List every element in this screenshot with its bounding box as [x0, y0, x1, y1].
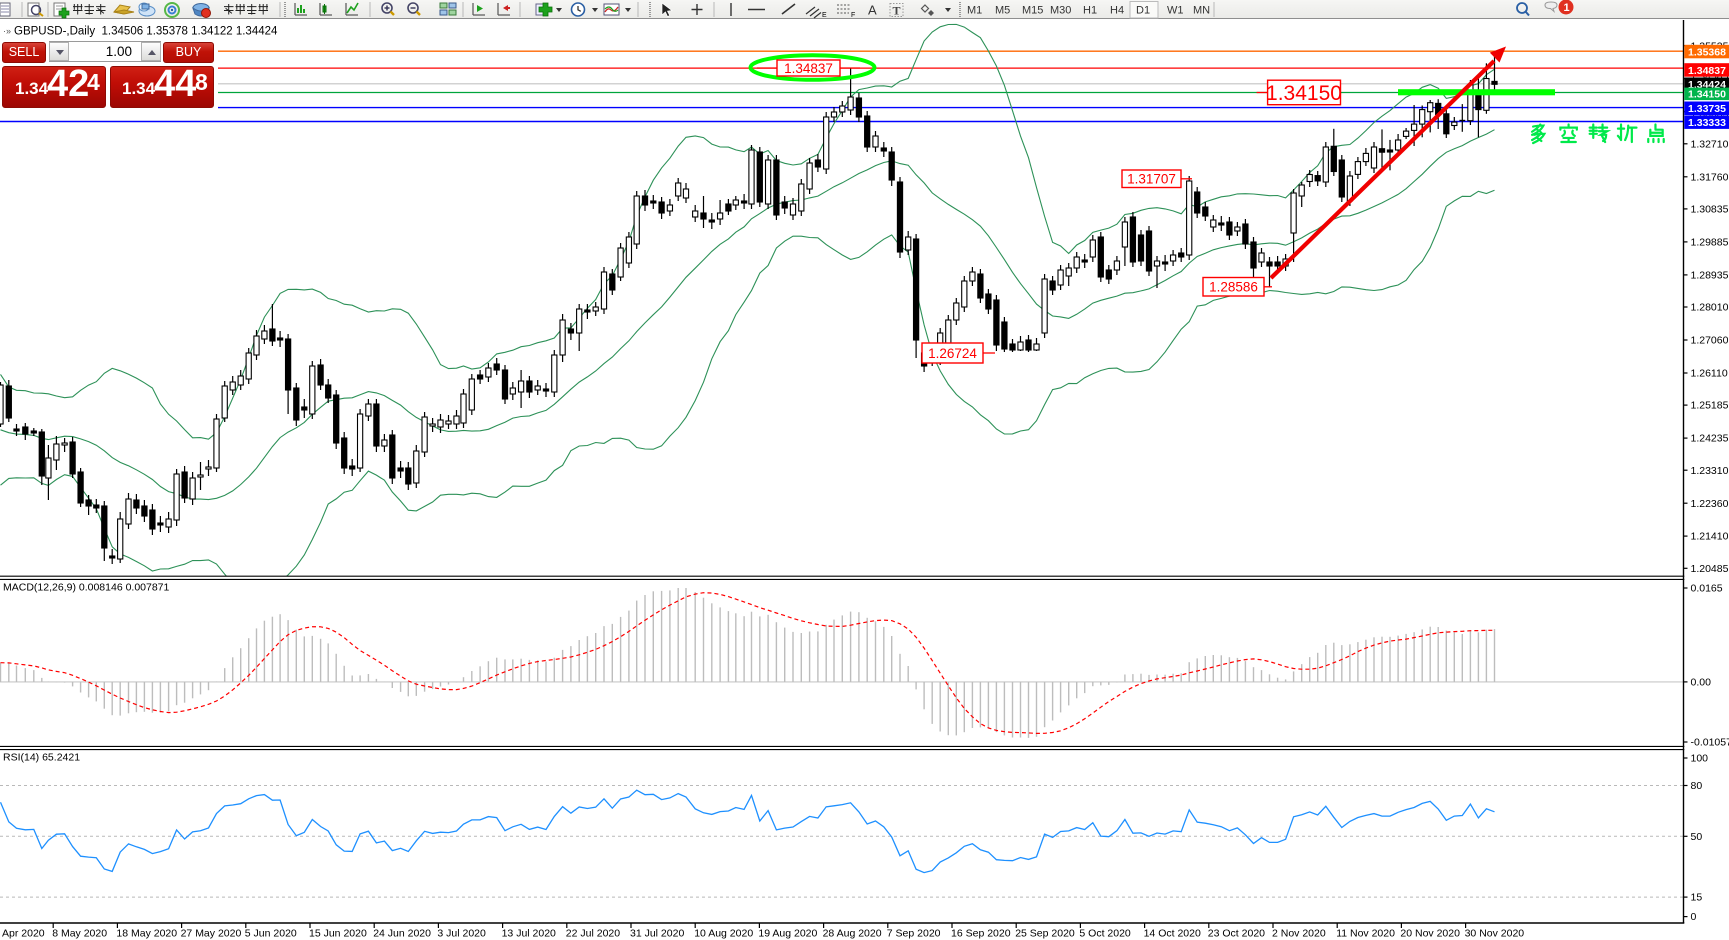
svg-text:1.34837: 1.34837 — [784, 61, 833, 76]
svg-text:8 May 2020: 8 May 2020 — [52, 928, 107, 940]
svg-text:1.34837: 1.34837 — [1688, 65, 1726, 77]
svg-text:2 Nov 2020: 2 Nov 2020 — [1272, 928, 1326, 940]
svg-text:1.23310: 1.23310 — [1691, 465, 1729, 477]
svg-text:27 May 2020: 27 May 2020 — [181, 928, 242, 940]
svg-text:1.30835: 1.30835 — [1691, 204, 1729, 216]
svg-text:100: 100 — [1691, 753, 1709, 765]
svg-text:1.26724: 1.26724 — [928, 346, 977, 361]
svg-text:5 Jun 2020: 5 Jun 2020 — [245, 928, 297, 940]
svg-text:1: 1 — [1564, 2, 1570, 14]
svg-text:16 Sep 2020: 16 Sep 2020 — [951, 928, 1011, 940]
svg-text:11 Nov 2020: 11 Nov 2020 — [1336, 928, 1395, 940]
svg-text:15: 15 — [1691, 892, 1703, 904]
svg-text:15 Jun 2020: 15 Jun 2020 — [309, 928, 367, 940]
svg-text:·»: ·» — [3, 26, 11, 36]
svg-text:1.35368: 1.35368 — [1688, 46, 1726, 58]
svg-text:1.20485: 1.20485 — [1691, 563, 1729, 575]
svg-text:1.31760: 1.31760 — [1691, 171, 1729, 183]
svg-text:1.29885: 1.29885 — [1691, 237, 1729, 249]
svg-text:30 Nov 2020: 30 Nov 2020 — [1465, 928, 1525, 940]
svg-text:M1: M1 — [967, 5, 982, 17]
svg-text:1.24235: 1.24235 — [1691, 433, 1729, 445]
svg-text:1.34150: 1.34150 — [1688, 89, 1726, 101]
svg-text:H1: H1 — [1083, 5, 1097, 17]
svg-text:22 Jul 2020: 22 Jul 2020 — [566, 928, 620, 940]
svg-text:0: 0 — [1691, 911, 1697, 923]
svg-text:H4: H4 — [1110, 5, 1124, 17]
svg-text:29 Apr 2020: 29 Apr 2020 — [0, 928, 45, 940]
svg-text:50: 50 — [1691, 831, 1703, 843]
svg-text:1.31707: 1.31707 — [1127, 172, 1176, 187]
svg-text:1.25185: 1.25185 — [1691, 400, 1729, 412]
svg-text:23 Oct 2020: 23 Oct 2020 — [1208, 928, 1265, 940]
svg-text:1.28935: 1.28935 — [1691, 270, 1729, 282]
svg-text:0.0165: 0.0165 — [1691, 583, 1723, 595]
svg-text:25 Sep 2020: 25 Sep 2020 — [1015, 928, 1075, 940]
svg-text:M15: M15 — [1022, 5, 1043, 17]
svg-text:13 Jul 2020: 13 Jul 2020 — [502, 928, 556, 940]
svg-text:10 Aug 2020: 10 Aug 2020 — [694, 928, 753, 940]
svg-text:1.28010: 1.28010 — [1691, 302, 1729, 314]
svg-text:24 Jun 2020: 24 Jun 2020 — [373, 928, 431, 940]
svg-text:E: E — [822, 12, 827, 19]
svg-text:1.28586: 1.28586 — [1209, 280, 1258, 295]
svg-text:3 Jul 2020: 3 Jul 2020 — [437, 928, 486, 940]
svg-text:GBPUSD-,Daily 1.34506 1.35378: GBPUSD-,Daily 1.34506 1.35378 1.34122 1.… — [14, 26, 278, 38]
svg-text:31 Jul 2020: 31 Jul 2020 — [630, 928, 684, 940]
svg-text:20 Nov 2020: 20 Nov 2020 — [1400, 928, 1460, 940]
svg-text:14 Oct 2020: 14 Oct 2020 — [1144, 928, 1201, 940]
svg-text:5 Oct 2020: 5 Oct 2020 — [1079, 928, 1131, 940]
svg-text:T: T — [893, 4, 901, 18]
svg-text:F: F — [851, 12, 855, 19]
svg-text:A: A — [868, 3, 877, 18]
svg-text:-0.010571: -0.010571 — [1691, 737, 1729, 749]
svg-text:W1: W1 — [1167, 5, 1184, 17]
svg-text:1.33333: 1.33333 — [1688, 117, 1726, 129]
svg-text:18 May 2020: 18 May 2020 — [116, 928, 177, 940]
svg-text:1.34150: 1.34150 — [1266, 82, 1342, 105]
svg-text:MACD(12,26,9) 0.008146 0.00787: MACD(12,26,9) 0.008146 0.007871 — [3, 582, 170, 594]
svg-text:1.33735: 1.33735 — [1688, 103, 1726, 115]
svg-text:80: 80 — [1691, 780, 1703, 792]
svg-text:M5: M5 — [995, 5, 1010, 17]
svg-text:1.27060: 1.27060 — [1691, 335, 1729, 347]
svg-text:28 Aug 2020: 28 Aug 2020 — [823, 928, 882, 940]
svg-text:1.26110: 1.26110 — [1691, 368, 1728, 380]
svg-text:19 Aug 2020: 19 Aug 2020 — [758, 928, 817, 940]
svg-text:RSI(14) 65.2421: RSI(14) 65.2421 — [3, 752, 80, 764]
svg-text:1.22360: 1.22360 — [1691, 498, 1729, 510]
svg-text:7 Sep 2020: 7 Sep 2020 — [887, 928, 941, 940]
svg-text:0.00: 0.00 — [1691, 677, 1712, 689]
svg-text:D1: D1 — [1136, 5, 1150, 17]
svg-text:MN: MN — [1193, 5, 1210, 17]
svg-text:M30: M30 — [1050, 5, 1071, 17]
svg-text:1.32710: 1.32710 — [1691, 138, 1729, 150]
svg-text:1.21410: 1.21410 — [1691, 531, 1729, 543]
